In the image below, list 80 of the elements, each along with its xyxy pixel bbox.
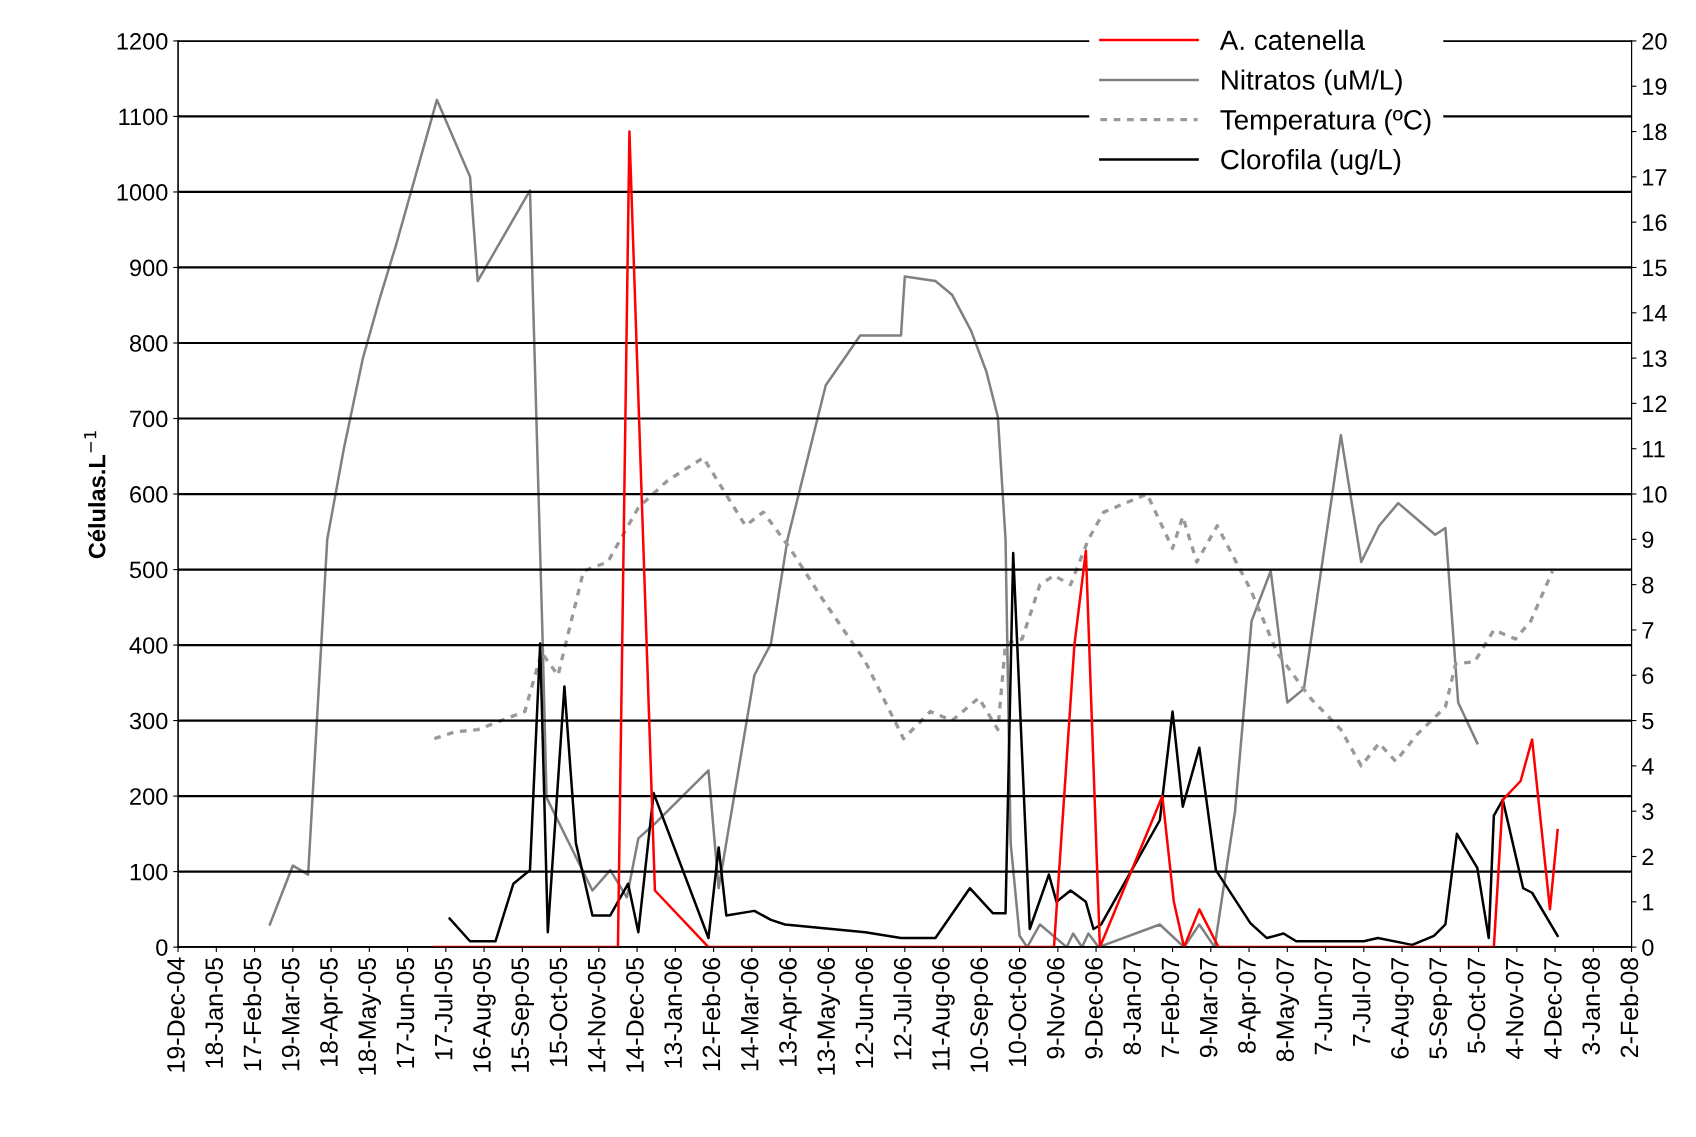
legend-label: Nitratos (uM/L) [1222, 69, 1402, 96]
y2-tick-label: 9 [1642, 531, 1654, 549]
x-tick-label: 11-Aug-06 [932, 957, 955, 1070]
x-tick-label: 5-Sep-07 [1429, 958, 1452, 1059]
line-series [432, 456, 1555, 768]
line-series [268, 98, 1479, 948]
x-tick-label: 9-Dec-06 [1085, 957, 1103, 1059]
y2-tick-label: 0 [1642, 939, 1654, 956]
x-tick-label: 2-Feb-08 [1619, 957, 1639, 1058]
x-tick-label: 10-Oct-06 [1008, 957, 1027, 1067]
x-tick-label: 14-Mar-06 [740, 957, 759, 1071]
y-tick-label: 200 [130, 788, 168, 805]
x-tick-label: 18-May-05 [358, 957, 381, 1075]
y2-tick-label: 19 [1643, 78, 1667, 96]
y2-tick-label: 5 [1642, 712, 1654, 730]
y-tick-label: 900 [130, 259, 168, 277]
x-tick-label: 8-Apr-07 [1238, 958, 1261, 1054]
y2-tick-label: 8 [1642, 576, 1654, 594]
x-tick-label: 13-May-06 [817, 957, 840, 1075]
legend-label: A. catenella [1219, 29, 1365, 51]
x-tick-label: 19-Mar-05 [281, 957, 300, 1071]
y-tick-label: 700 [130, 410, 168, 428]
y2-tick-label: 7 [1642, 622, 1654, 639]
y2-tick-label: 3 [1642, 803, 1654, 820]
x-tick-label: 6-Aug-07 [1391, 958, 1414, 1059]
x-tick-label: 18-Jan-05 [205, 957, 224, 1068]
y-tick-label: 100 [130, 863, 168, 881]
y2-tick-label: 14 [1643, 305, 1667, 322]
x-tick-label: 8-Jan-07 [1123, 958, 1142, 1055]
y2-tick-label: 2 [1642, 848, 1654, 866]
x-tick-label: 4-Nov-07 [1505, 958, 1524, 1060]
y-tick-label: 1100 [119, 108, 168, 126]
x-tick-label: 12-Jul-06 [893, 957, 912, 1060]
y-tick-label: 800 [129, 335, 168, 352]
x-tick-label: 4-Dec-07 [1544, 958, 1562, 1060]
y2-tick-label: 13 [1643, 350, 1667, 367]
x-tick-label: 17-Jul-05 [434, 957, 453, 1060]
x-tick-label: 14-Dec-05 [626, 957, 644, 1072]
y-tick-label: 0 [156, 939, 168, 956]
x-tick-label: 19-Dec-04 [167, 957, 185, 1072]
y2-tick-label: 15 [1643, 259, 1667, 277]
x-tick-label: 7-Jun-07 [1314, 958, 1333, 1055]
y2-tick-label: 10 [1643, 486, 1667, 503]
y2-tick-label: 4 [1641, 758, 1654, 775]
y-tick-label: 1200 [117, 33, 168, 50]
x-tick-label: 12-Jun-06 [855, 957, 874, 1068]
x-tick-label: 9-Nov-06 [1046, 957, 1065, 1059]
x-tick-label: 17-Feb-05 [242, 957, 262, 1071]
y2-tick-label: 12 [1643, 395, 1667, 412]
x-tick-label: 15-Sep-05 [511, 957, 534, 1072]
y2-tick-label: 6 [1642, 667, 1654, 685]
x-tick-label: 12-Feb-06 [701, 957, 721, 1071]
legend-label: Temperatura (ºC) [1220, 109, 1431, 136]
x-tick-label: 17-Jun-05 [396, 957, 415, 1068]
x-tick-label: 7-Feb-07 [1160, 958, 1180, 1057]
y-tick-label: 600 [130, 486, 168, 503]
y2-tick-label: 18 [1643, 123, 1667, 141]
x-tick-label: 3-Jan-08 [1582, 957, 1601, 1055]
x-tick-label: 18-Apr-05 [320, 957, 343, 1067]
x-tick-label: 5-Oct-07 [1467, 958, 1486, 1054]
y-tick-label: 400 [129, 637, 168, 654]
x-tick-label: 8-May-07 [1276, 958, 1299, 1062]
y-tick-label: 1000 [117, 184, 168, 201]
y-tick-label: 300 [129, 712, 168, 730]
y2-tick-label: 16 [1643, 214, 1667, 231]
y2-tick-label: 11 [1643, 441, 1665, 458]
legend-label: Clorofila (ug/L) [1221, 149, 1401, 175]
y-axis-title: Células.L$^{−1}$ [84, 431, 106, 559]
x-tick-label: 16-Aug-05 [473, 957, 496, 1072]
x-tick-label: 9-Mar-07 [1199, 958, 1218, 1058]
y2-tick-label: 17 [1643, 169, 1667, 186]
x-tick-label: 13-Jan-06 [664, 957, 683, 1068]
x-tick-label: 10-Sep-06 [970, 957, 993, 1072]
y2-tick-label: 1 [1643, 894, 1654, 911]
y-tick-label: 500 [129, 561, 168, 579]
x-tick-label: 7-Jul-07 [1352, 958, 1371, 1046]
x-tick-label: 15-Oct-05 [549, 957, 568, 1067]
x-tick-label: 13-Apr-06 [779, 957, 802, 1067]
x-tick-label: 14-Nov-05 [587, 957, 606, 1072]
y2-tick-label: 20 [1642, 33, 1667, 50]
